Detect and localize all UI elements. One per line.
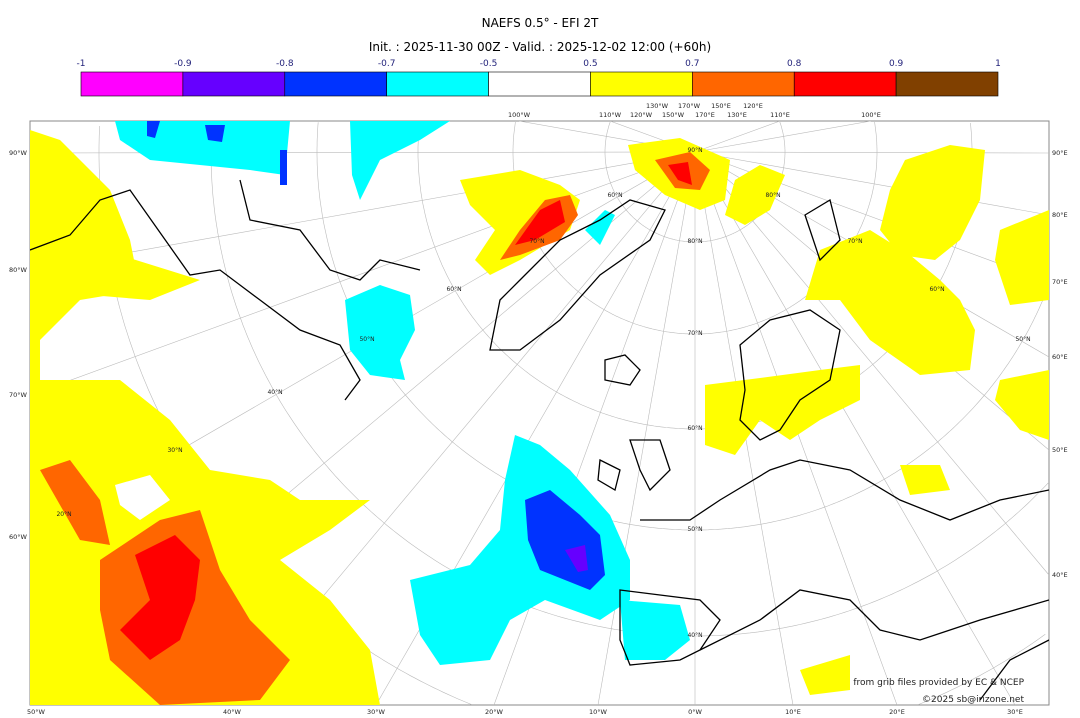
colorbar-swatch <box>488 71 591 97</box>
colorbar-tick-label: -0.9 <box>174 59 192 69</box>
left-lon-label: 90°W <box>9 149 28 157</box>
colorbar-tick-label: 0.8 <box>787 59 802 69</box>
latitude-circle <box>210 122 1049 637</box>
colorbar: -1 -0.9 -0.8 -0.7 -0.5 0.5 0.7 0.8 0.9 1 <box>77 59 1001 97</box>
colorbar-swatch <box>590 71 693 97</box>
top-lon-label: 130°W <box>646 102 669 110</box>
bottom-lon-label: 50°W <box>27 708 46 716</box>
yellow-region-canada-coast <box>30 240 200 310</box>
colorbar-swatch <box>692 71 795 97</box>
top-lon-label: 110°E <box>770 111 790 119</box>
lat-label: 70°N <box>847 238 862 245</box>
colorbar-swatch <box>386 71 489 97</box>
colorbar-swatch <box>182 71 286 97</box>
top-lon-label: 150°E <box>711 102 731 110</box>
map-title: NAEFS 0.5° - EFI 2T <box>481 16 599 30</box>
top-lon-label: 120°W <box>630 111 653 119</box>
cyan-region-hudson <box>345 285 415 380</box>
yellow-region-scandinavia <box>705 365 1049 695</box>
top-lon-label: 120°E <box>743 102 763 110</box>
purple-patch-atlantic <box>565 545 588 572</box>
right-lon-label: 50°E <box>1052 446 1068 454</box>
cyan-region-greenland <box>585 210 615 245</box>
lat-label: 60°N <box>687 425 702 432</box>
colorbar-tick-label: 1 <box>995 59 1001 69</box>
top-lon-label: 170°E <box>695 111 715 119</box>
lat-label: 80°N <box>765 192 780 199</box>
colorbar-tick-label: -1 <box>77 59 86 69</box>
top-lon-label: 170°W <box>678 102 701 110</box>
bottom-lon-label: 20°E <box>889 708 905 716</box>
lat-label: 90°N <box>687 147 702 154</box>
map-frame <box>29 120 1050 706</box>
lat-label: 60°N <box>446 286 461 293</box>
bottom-lon-label: 0°W <box>688 708 702 716</box>
white-hole-atlantic <box>115 475 170 520</box>
source-credit: from grib files provided by EC & NCEP <box>853 678 1024 688</box>
colorbar-swatch <box>793 71 897 97</box>
colorbar-tick-label: 0.5 <box>583 59 597 69</box>
right-lon-label: 40°E <box>1052 571 1068 579</box>
right-lon-label: 60°E <box>1052 353 1068 361</box>
colorbar-swatch <box>80 71 184 97</box>
graticule-labels: 100°W 110°W 120°W130°W150°W170°W170°E150°E… <box>9 102 1068 716</box>
lat-label: 70°N <box>687 330 702 337</box>
bottom-lon-label: 30°E <box>1007 708 1023 716</box>
colorbar-tick-label: -0.7 <box>378 59 396 69</box>
lat-label: 40°N <box>687 632 702 639</box>
yellow-region-siberia <box>805 145 1049 375</box>
top-lon-label: 110°W <box>599 111 622 119</box>
colorbar-tick-label: -0.8 <box>276 59 294 69</box>
lat-label: 70°N <box>529 238 544 245</box>
colorbar-swatch <box>284 71 387 97</box>
colorbar-tick-label: 0.7 <box>685 59 699 69</box>
blue-patch-canada <box>147 121 287 185</box>
lat-label: 60°N <box>929 286 944 293</box>
bottom-lon-label: 20°W <box>485 708 504 716</box>
lat-label: 80°N <box>687 238 702 245</box>
lat-label: 30°N <box>167 447 182 454</box>
red-region-arctic-pole <box>668 162 692 185</box>
red-region-greenland <box>515 200 565 245</box>
yellow-region-greenland-west <box>460 170 580 275</box>
left-lon-label: 80°W <box>9 266 28 274</box>
colorbar-tick-label: 0.9 <box>889 59 904 69</box>
bottom-lon-label: 40°W <box>223 708 242 716</box>
bottom-lon-label: 10°E <box>785 708 801 716</box>
left-lon-label: 70°W <box>9 391 28 399</box>
lat-label: 60°N <box>607 192 622 199</box>
map-subtitle: Init. : 2025-11-30 00Z - Valid. : 2025-1… <box>368 40 712 54</box>
colorbar-swatch <box>895 71 999 97</box>
lat-label: 50°N <box>687 526 702 533</box>
top-lon-label: 150°W <box>662 111 685 119</box>
lat-label: 50°N <box>1015 336 1030 343</box>
bottom-lon-label: 10°W <box>589 708 608 716</box>
coastlines <box>30 179 1049 701</box>
red-region-atlantic <box>120 535 200 660</box>
right-lon-label: 70°E <box>1052 278 1068 286</box>
bottom-lon-label: 30°W <box>367 708 386 716</box>
colorbar-tick-label: -0.5 <box>480 59 498 69</box>
right-lon-label: 90°E <box>1052 149 1068 157</box>
top-lon-label: 130°E <box>727 111 747 119</box>
efi-fields <box>30 121 1049 705</box>
copyright-credit: ©2025 sb@irizone.net <box>922 695 1024 705</box>
top-lon-label: 100°W <box>508 111 531 119</box>
lat-label: 20°N <box>56 511 71 518</box>
left-lon-label: 60°W <box>9 533 28 541</box>
lat-label: 40°N <box>267 389 282 396</box>
right-lon-label: 80°E <box>1052 211 1068 219</box>
lat-label: 50°N <box>359 336 374 343</box>
top-lon-label: 100°E <box>861 111 881 119</box>
